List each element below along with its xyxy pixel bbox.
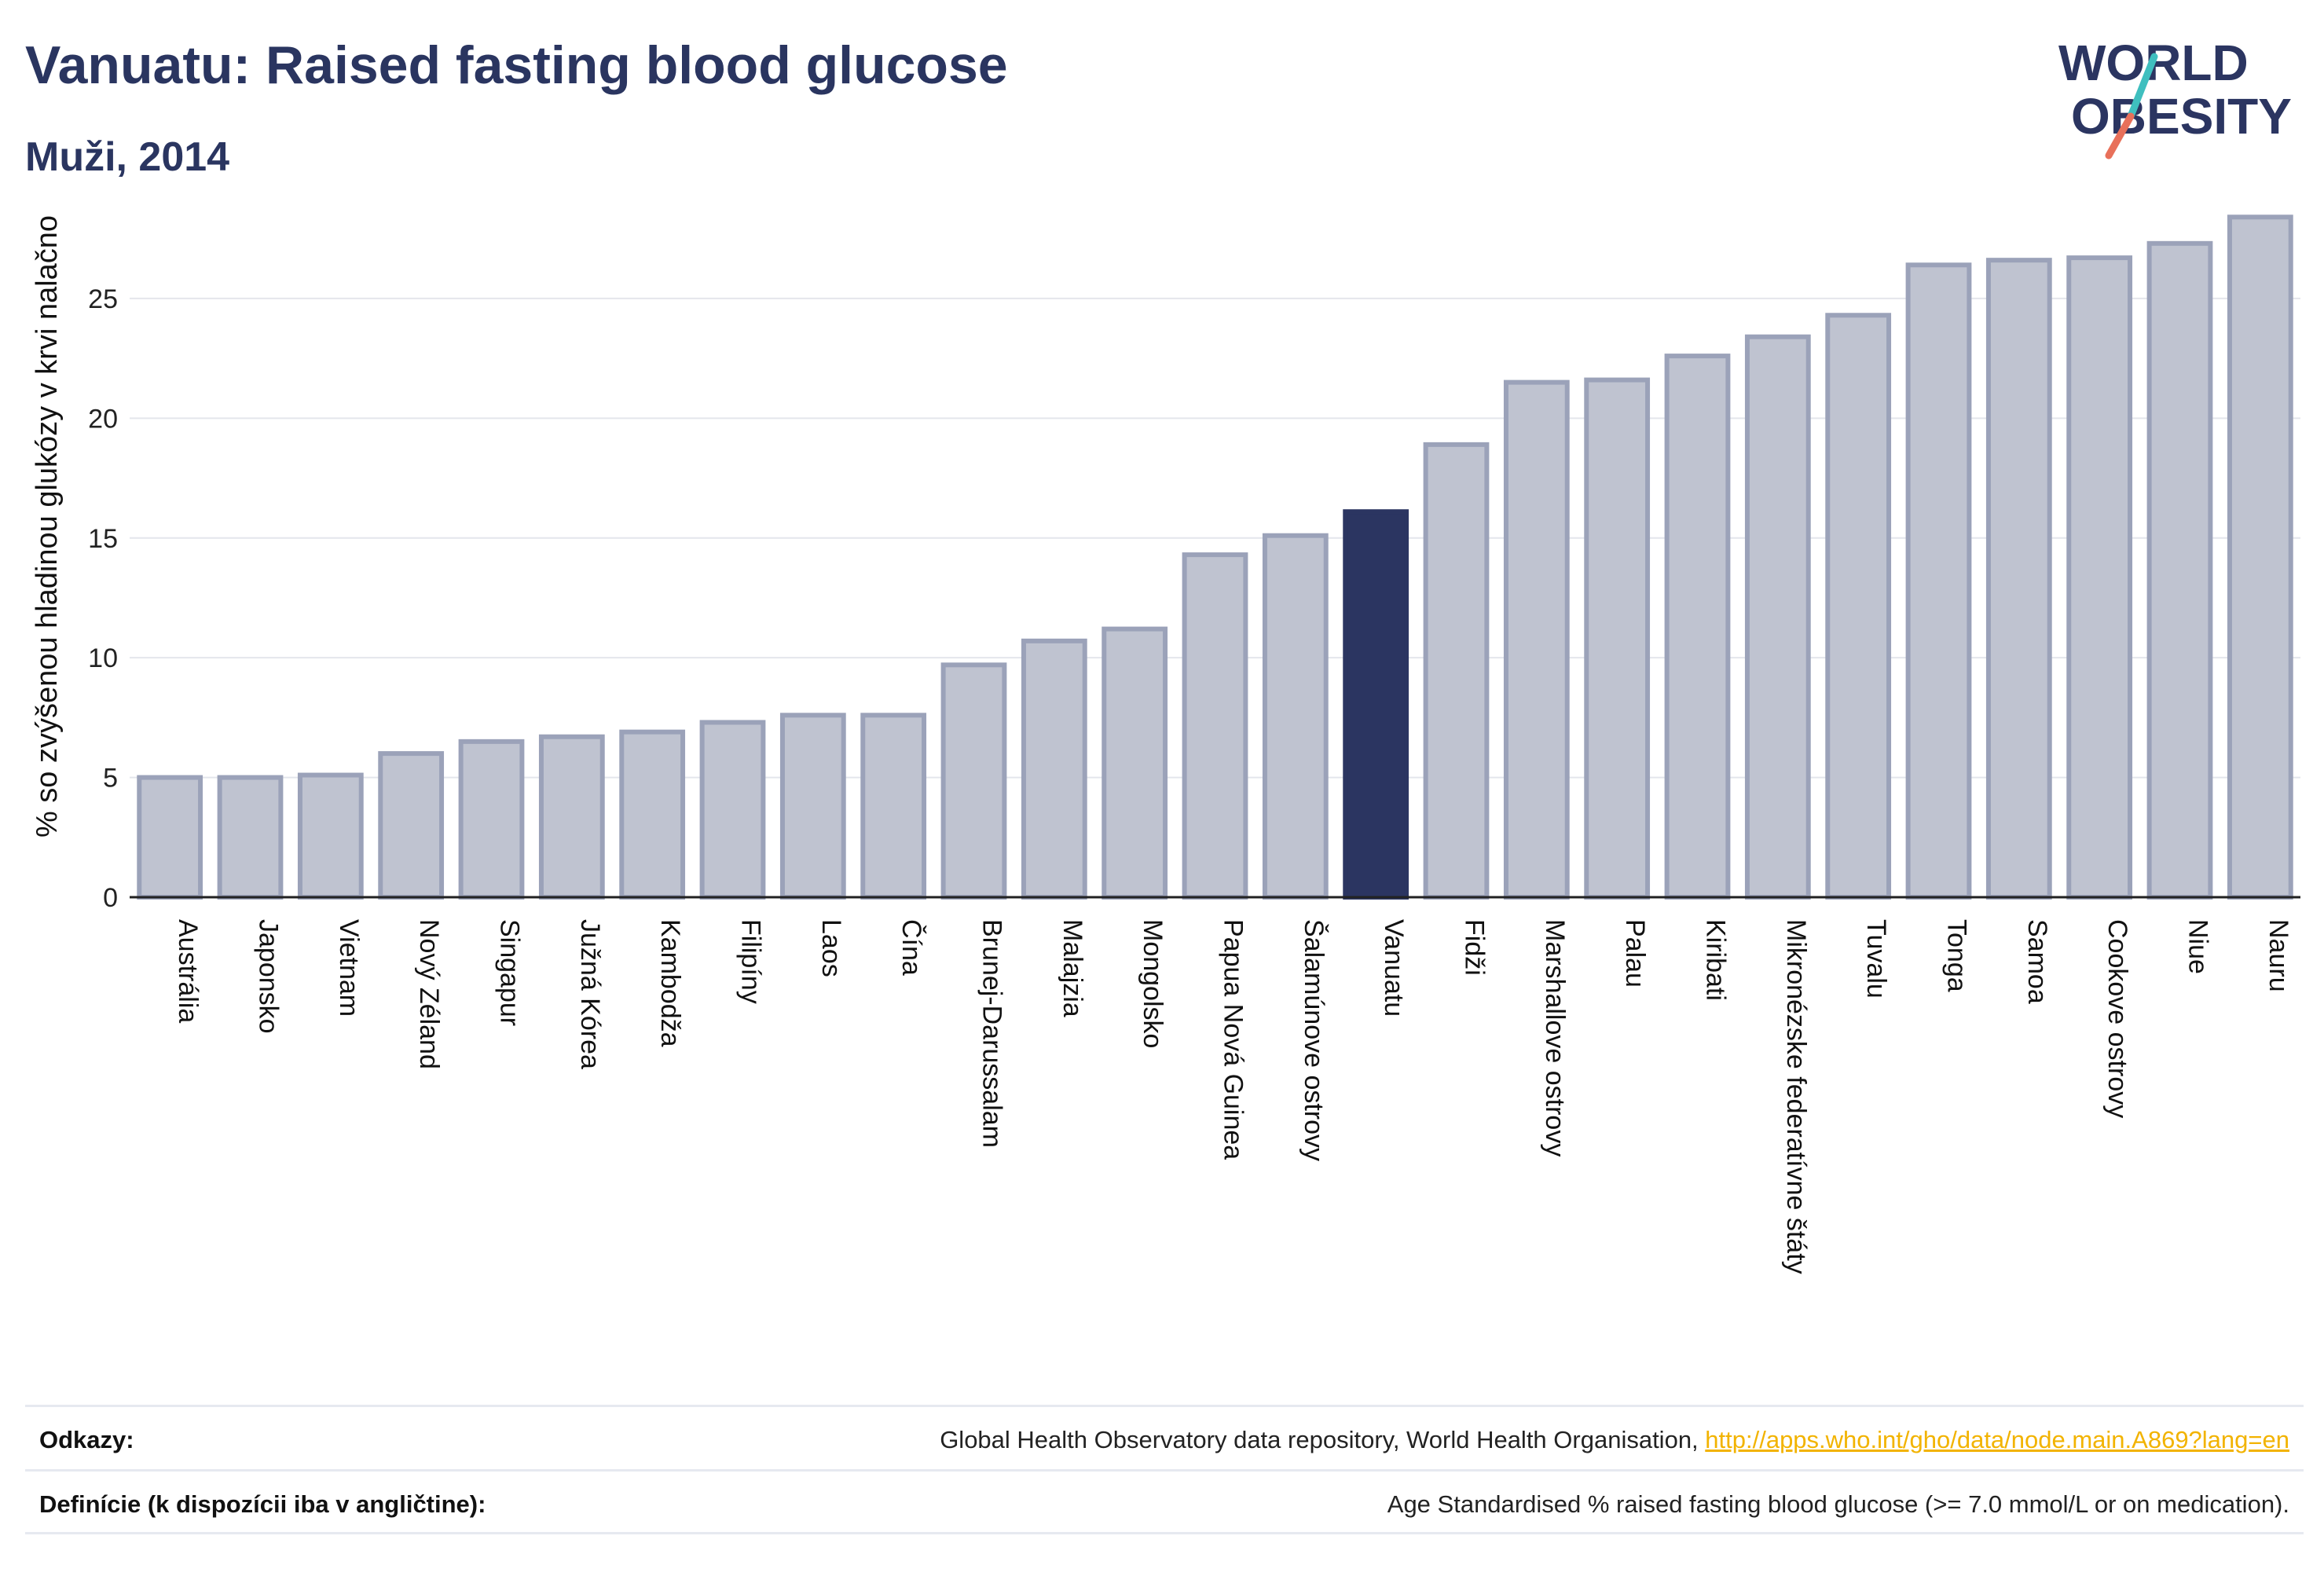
x-tick-label: Nový Zéland <box>414 919 444 1069</box>
bar-ju-n-k-rea[interactable] <box>538 734 605 900</box>
x-tick-label: Papua Nová Guinea <box>1219 919 1248 1160</box>
x-tick-label: Niue <box>2183 919 2213 974</box>
x-tick-label: Mongolsko <box>1138 919 1167 1048</box>
bar-cookove-ostrovy[interactable] <box>2066 255 2133 900</box>
footer-definition-row: Definície (k dispozícii iba v angličtine… <box>25 1469 2304 1534</box>
x-tick-label: Filipíny <box>736 919 766 1004</box>
x-tick-label: Cookove ostrovy <box>2102 919 2132 1118</box>
bar-nov-z-land[interactable] <box>378 751 445 900</box>
footer-divider <box>25 1532 2304 1534</box>
bar-malajzia[interactable] <box>1021 638 1087 900</box>
x-tick-label: Južná Kórea <box>575 919 605 1069</box>
bars <box>137 214 2293 900</box>
bar-palau[interactable] <box>1584 377 1651 900</box>
x-tick-label: Kiribati <box>1701 919 1731 1001</box>
bar-tonga[interactable] <box>1905 262 1972 900</box>
y-tick-label: 20 <box>88 404 118 434</box>
x-tick-label: Brunej-Darussalam <box>977 919 1007 1148</box>
bar-niue[interactable] <box>2146 240 2213 900</box>
bar-singapur[interactable] <box>458 739 525 900</box>
y-tick-label: 25 <box>88 284 118 314</box>
bar-laos[interactable] <box>779 713 846 900</box>
definition-label: Definície (k dispozícii iba v angličtine… <box>39 1490 486 1518</box>
y-tick-label: 5 <box>103 764 118 793</box>
x-tick-label: Singapur <box>495 919 525 1026</box>
logo-slash-top <box>2127 53 2158 120</box>
logo-slash-bottom <box>2105 112 2135 159</box>
bar-vietnam[interactable] <box>297 772 364 900</box>
y-tick-label: 15 <box>88 524 118 554</box>
footer-sources-row: Odkazy: Global Health Observatory data r… <box>25 1405 2304 1470</box>
bar-marshallove-ostrovy[interactable] <box>1503 379 1570 900</box>
x-tick-label: Šalamúnove ostrovy <box>1299 919 1329 1161</box>
bar-tuvalu[interactable] <box>1825 313 1892 900</box>
bar-chart: 0 5 10 15 20 25 Austrália Japonsko Vietnam Nový … <box>31 214 2300 1274</box>
x-tick-label: Fidži <box>1460 919 1490 976</box>
chart-subtitle: Muži, 2014 <box>25 134 230 180</box>
x-tick-label: Mikronézske federatívne štáty <box>1781 919 1811 1274</box>
x-tick-label: Palau <box>1620 919 1650 988</box>
y-axis-label: % so zvýšenou hladinou glukózy v krvi na… <box>31 215 64 837</box>
bar-austr-lia[interactable] <box>137 775 203 900</box>
bar-filip-ny[interactable] <box>699 720 766 900</box>
x-tick-label: Kambodža <box>655 919 685 1047</box>
x-tick-label: Laos <box>816 919 846 977</box>
x-axis-ticks: Austrália Japonsko Vietnam Nový Zéland Singa… <box>173 919 2293 1274</box>
bar-nauru[interactable] <box>2227 214 2293 900</box>
x-tick-label: Japonsko <box>254 919 284 1034</box>
bar-kambod-a[interactable] <box>619 729 686 900</box>
sources-link[interactable]: http://apps.who.int/gho/data/node.main.A… <box>1705 1426 2289 1453</box>
bar-papua-nov-guinea[interactable] <box>1182 552 1248 900</box>
bar-kiribati[interactable] <box>1664 354 1731 900</box>
bar-brunej-darussalam[interactable] <box>940 662 1007 900</box>
bar-mikron-zske-federat-vne-t-ty[interactable] <box>1744 334 1811 900</box>
world-obesity-logo: WORLD OBESITY <box>2058 35 2292 159</box>
bar-japonsko[interactable] <box>217 775 284 900</box>
definition-text: Age Standardised % raised fasting blood … <box>1387 1490 2289 1518</box>
bar--alam-nove-ostrovy[interactable] <box>1262 533 1329 900</box>
x-tick-label: Tonga <box>1942 919 1972 992</box>
x-tick-label: Samoa <box>2022 919 2052 1004</box>
bar--na[interactable] <box>860 713 927 900</box>
sources-value: Global Health Observatory data repositor… <box>940 1426 2289 1454</box>
y-axis-ticks: 0 5 10 15 20 25 <box>88 284 118 913</box>
x-tick-label: Marshallove ostrovy <box>1540 919 1570 1156</box>
bar-samoa[interactable] <box>1985 258 2052 900</box>
x-tick-label: Vietnam <box>334 919 364 1017</box>
y-tick-label: 0 <box>103 883 118 913</box>
chart-title: Vanuatu: Raised fasting blood glucose <box>25 35 1008 95</box>
x-tick-label: Vanuatu <box>1379 919 1409 1017</box>
x-tick-label: Malajzia <box>1058 919 1087 1017</box>
sources-label: Odkazy: <box>39 1426 134 1453</box>
bar-mongolsko[interactable] <box>1102 626 1168 900</box>
bar-fid-i[interactable] <box>1423 442 1490 900</box>
x-tick-label: Austrália <box>173 919 203 1023</box>
y-tick-label: 10 <box>88 643 118 673</box>
logo-line-obesity: OBESITY <box>2071 88 2292 145</box>
x-tick-label: Nauru <box>2264 919 2293 992</box>
x-tick-label: Čína <box>896 919 926 976</box>
bar-vanuatu[interactable] <box>1343 509 1409 900</box>
x-tick-label: Tuvalu <box>1861 919 1891 999</box>
sources-text: Global Health Observatory data repositor… <box>940 1426 1706 1453</box>
